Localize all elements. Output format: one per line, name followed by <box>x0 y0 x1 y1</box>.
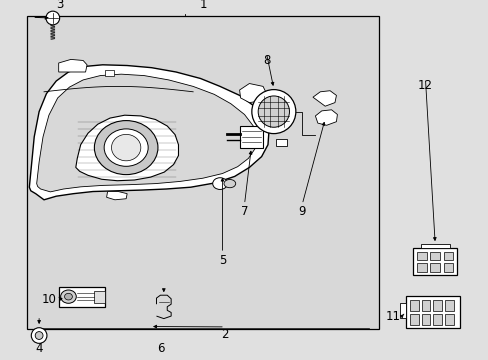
Ellipse shape <box>251 90 295 134</box>
Text: 8: 8 <box>262 54 270 67</box>
Polygon shape <box>106 192 127 200</box>
Ellipse shape <box>111 134 141 161</box>
Bar <box>421 300 429 311</box>
FancyBboxPatch shape <box>239 126 263 148</box>
Bar <box>421 314 429 325</box>
Polygon shape <box>59 59 87 72</box>
Ellipse shape <box>212 178 227 189</box>
Polygon shape <box>29 65 268 200</box>
Ellipse shape <box>258 96 289 127</box>
FancyBboxPatch shape <box>59 287 105 307</box>
Text: 6: 6 <box>157 342 165 355</box>
Bar <box>444 314 453 325</box>
Bar <box>420 244 449 248</box>
Bar <box>409 314 418 325</box>
Polygon shape <box>239 84 266 103</box>
Text: 5: 5 <box>218 254 226 267</box>
Polygon shape <box>76 115 178 181</box>
Text: 10: 10 <box>41 293 56 306</box>
Text: 3: 3 <box>56 0 63 11</box>
Ellipse shape <box>104 129 148 166</box>
Bar <box>429 252 439 260</box>
Text: 1: 1 <box>199 0 206 11</box>
Bar <box>429 263 439 272</box>
Text: 2: 2 <box>221 328 228 341</box>
Text: 9: 9 <box>298 205 305 218</box>
Bar <box>443 252 452 260</box>
Text: 7: 7 <box>240 205 248 218</box>
FancyBboxPatch shape <box>405 296 459 328</box>
Text: 11: 11 <box>385 310 400 323</box>
Ellipse shape <box>35 332 43 339</box>
Bar <box>416 263 426 272</box>
Ellipse shape <box>94 121 158 175</box>
Ellipse shape <box>46 11 60 25</box>
Text: 4: 4 <box>35 342 43 355</box>
Text: 12: 12 <box>417 79 432 92</box>
Bar <box>276 139 286 146</box>
Polygon shape <box>315 110 337 125</box>
Ellipse shape <box>64 293 72 300</box>
Polygon shape <box>37 74 256 192</box>
Bar <box>432 314 441 325</box>
Polygon shape <box>312 91 336 106</box>
Ellipse shape <box>224 180 235 188</box>
Ellipse shape <box>31 328 47 343</box>
Bar <box>432 300 441 311</box>
Bar <box>416 252 426 260</box>
Bar <box>94 291 105 303</box>
Bar <box>105 70 114 76</box>
Bar <box>399 303 405 318</box>
Bar <box>444 300 453 311</box>
FancyBboxPatch shape <box>412 248 456 275</box>
Bar <box>27 16 378 329</box>
Bar <box>409 300 418 311</box>
Ellipse shape <box>61 290 76 303</box>
Bar <box>443 263 452 272</box>
